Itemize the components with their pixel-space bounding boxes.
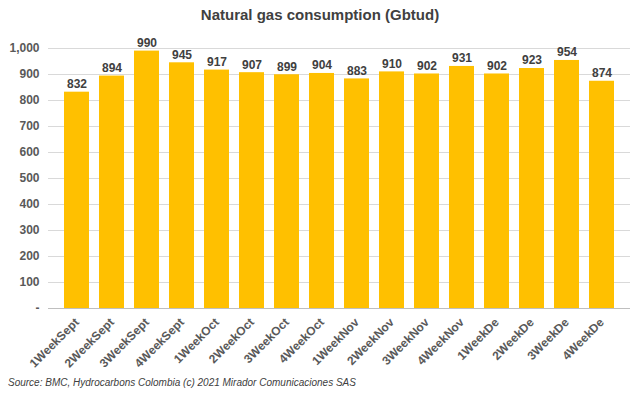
svg-text:894: 894 xyxy=(102,61,122,75)
svg-text:1WeekDe: 1WeekDe xyxy=(454,315,502,363)
svg-text:874: 874 xyxy=(592,66,612,80)
svg-text:100: 100 xyxy=(19,275,39,289)
svg-text:1,000: 1,000 xyxy=(9,41,39,55)
svg-text:1WeekSept: 1WeekSept xyxy=(26,315,82,371)
svg-text:900: 900 xyxy=(19,67,39,81)
svg-text:2WeekSept: 2WeekSept xyxy=(61,315,117,371)
svg-text:4WeekNov: 4WeekNov xyxy=(414,315,467,368)
svg-text:954: 954 xyxy=(557,45,577,59)
svg-text:700: 700 xyxy=(19,119,39,133)
svg-text:3WeekSept: 3WeekSept xyxy=(96,315,152,371)
svg-text:800: 800 xyxy=(19,93,39,107)
svg-text:300: 300 xyxy=(19,223,39,237)
svg-text:4WeekSept: 4WeekSept xyxy=(131,315,187,371)
svg-text:200: 200 xyxy=(19,249,39,263)
svg-text:902: 902 xyxy=(487,59,507,73)
svg-text:500: 500 xyxy=(19,171,39,185)
svg-text:904: 904 xyxy=(312,58,332,72)
svg-text:899: 899 xyxy=(277,60,297,74)
svg-text:910: 910 xyxy=(382,57,402,71)
svg-text:1WeekNov: 1WeekNov xyxy=(309,315,362,368)
svg-text:600: 600 xyxy=(19,145,39,159)
svg-text:883: 883 xyxy=(347,64,367,78)
svg-text:917: 917 xyxy=(207,55,227,69)
svg-text:-: - xyxy=(36,301,40,315)
html-text:Natural gas consumption (Gbtud: Natural gas consumption (Gbtud) xyxy=(200,6,440,23)
svg-text:3WeekOct: 3WeekOct xyxy=(241,315,292,366)
svg-text:990: 990 xyxy=(137,36,157,50)
svg-text:832: 832 xyxy=(67,77,87,91)
svg-text:4WeekOct: 4WeekOct xyxy=(276,315,327,366)
svg-text:4WeekDe: 4WeekDe xyxy=(559,315,607,363)
svg-text:3WeekDe: 3WeekDe xyxy=(524,315,572,363)
svg-text:902: 902 xyxy=(417,59,437,73)
svg-text:945: 945 xyxy=(172,48,192,62)
svg-text:3WeekNov: 3WeekNov xyxy=(379,315,432,368)
svg-text:2WeekDe: 2WeekDe xyxy=(489,315,537,363)
svg-text:907: 907 xyxy=(242,58,262,72)
html-text:Source: BMC, Hydrocarbons Colo: Source: BMC, Hydrocarbons Colombia (c) 2… xyxy=(8,377,356,388)
svg-text:2WeekOct: 2WeekOct xyxy=(206,315,257,366)
svg-text:400: 400 xyxy=(19,197,39,211)
svg-text:931: 931 xyxy=(452,51,472,65)
svg-text:1WeekOct: 1WeekOct xyxy=(171,315,222,366)
svg-text:2WeekNov: 2WeekNov xyxy=(344,315,397,368)
svg-text:923: 923 xyxy=(522,53,542,67)
